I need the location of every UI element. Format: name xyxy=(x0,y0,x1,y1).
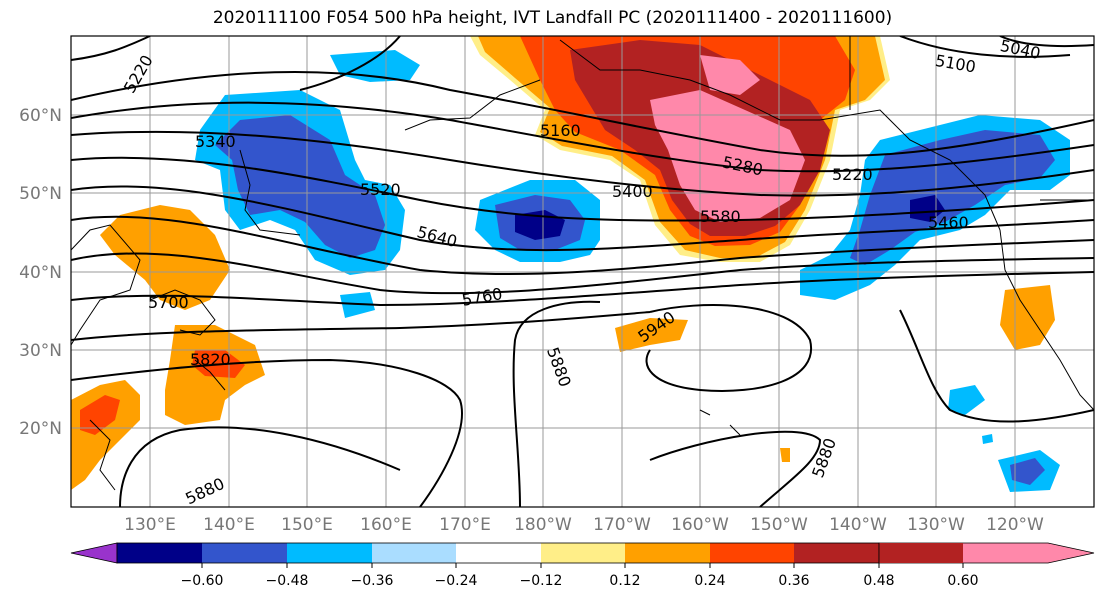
colorbar-segment xyxy=(456,543,541,563)
contour-label: 5400 xyxy=(612,182,653,201)
lat-label: 40°N xyxy=(19,263,62,283)
colorbar: −0.60 −0.48 −0.36 −0.24 −0.12 0.12 0.24 … xyxy=(70,542,1095,589)
contour-label: 5160 xyxy=(540,121,581,140)
colorbar-segment xyxy=(625,543,710,563)
lon-label: 160°E xyxy=(360,515,412,535)
map-title: 2020111100 F054 500 hPa height, IVT Land… xyxy=(212,8,893,28)
colorbar-segment xyxy=(710,543,794,563)
lon-label: 160°W xyxy=(671,515,729,535)
lon-label: 140°W xyxy=(829,515,887,535)
map-frame xyxy=(70,35,1095,508)
contour-label: 5820 xyxy=(190,350,231,369)
lon-label: 170°W xyxy=(593,515,651,535)
colorbar-tick: −0.36 xyxy=(351,573,394,589)
colorbar-segment xyxy=(372,543,456,563)
latitude-labels: 60°N 50°N 40°N 30°N 20°N xyxy=(19,106,62,439)
lon-label: 120°W xyxy=(986,515,1044,535)
lat-label: 50°N xyxy=(19,184,62,204)
longitude-labels: 130°E 140°E 150°E 160°E 170°E 180°W 170°… xyxy=(124,515,1044,535)
colorbar-tick: −0.60 xyxy=(181,573,224,589)
colorbar-segment xyxy=(117,543,202,563)
colorbar-tick: −0.12 xyxy=(520,573,563,589)
colorbar-tick: −0.48 xyxy=(266,573,309,589)
contour-label: 5460 xyxy=(928,213,969,232)
colorbar-tick: −0.24 xyxy=(435,573,478,589)
colorbar-tick: 0.48 xyxy=(863,573,894,589)
contour-label: 5520 xyxy=(360,180,401,199)
colorbar-extend-low xyxy=(70,542,118,564)
coastlines xyxy=(71,36,1094,491)
colorbar-segment xyxy=(794,543,879,563)
lon-label: 170°E xyxy=(439,515,491,535)
colorbar-tick: 0.60 xyxy=(947,573,978,589)
lon-label: 150°E xyxy=(281,515,333,535)
contour-label: 5340 xyxy=(195,132,236,151)
colorbar-tick: 0.12 xyxy=(609,573,640,589)
colorbar-tick: 0.24 xyxy=(694,573,725,589)
contour-label: 5220 xyxy=(832,165,873,184)
colorbar-segment xyxy=(541,543,625,563)
contour-label: 5700 xyxy=(148,293,189,312)
lat-label: 60°N xyxy=(19,106,62,126)
lat-label: 20°N xyxy=(19,419,62,439)
lon-label: 140°E xyxy=(203,515,255,535)
lat-label: 30°N xyxy=(19,341,62,361)
colorbar-segment xyxy=(879,543,963,563)
lon-label: 130°E xyxy=(124,515,176,535)
colorbar-tick: 0.36 xyxy=(778,573,809,589)
lon-label: 180°W xyxy=(514,515,572,535)
height-contours xyxy=(71,36,1094,507)
colorbar-segment xyxy=(287,543,372,563)
lon-label: 130°W xyxy=(907,515,965,535)
contour-label: 5580 xyxy=(700,207,741,226)
lon-label: 150°W xyxy=(750,515,808,535)
colorbar-segment xyxy=(202,543,287,563)
